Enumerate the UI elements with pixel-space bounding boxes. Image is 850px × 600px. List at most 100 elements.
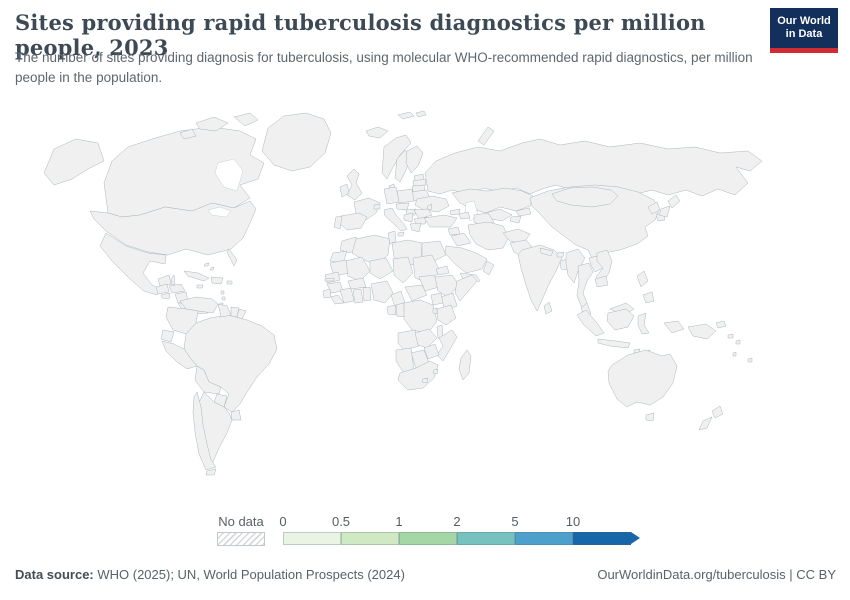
country-french-guiana[interactable]	[236, 308, 247, 320]
country-sierra-leone[interactable]	[322, 288, 332, 299]
country-kyrgyzstan[interactable]	[515, 207, 532, 217]
country-north-korea[interactable]	[647, 201, 661, 215]
country-angola[interactable]	[397, 329, 420, 351]
legend-bucket-1[interactable]	[341, 532, 399, 545]
country-nepal[interactable]	[539, 247, 554, 257]
country-poland[interactable]	[396, 188, 415, 204]
country-burkina-faso[interactable]	[347, 277, 367, 290]
country-canada-islands[interactable]	[233, 112, 259, 127]
country-bolivia[interactable]	[194, 365, 222, 395]
country-iceland[interactable]	[365, 126, 389, 139]
country-tierra-del-fuego[interactable]	[205, 468, 217, 476]
country-honduras[interactable]	[168, 283, 186, 294]
country-myanmar[interactable]	[565, 248, 586, 284]
country-united-kingdom[interactable]	[346, 168, 363, 201]
country-new-zealand-north[interactable]	[711, 405, 724, 419]
country-azerbaijan[interactable]	[458, 211, 471, 220]
country-guatemala[interactable]	[155, 283, 170, 295]
country-bahamas[interactable]	[209, 266, 215, 271]
country-japan[interactable]	[667, 194, 681, 209]
country-solomon-islands[interactable]	[727, 333, 734, 339]
country-tajikistan[interactable]	[509, 215, 522, 224]
country-mexico-yucatan[interactable]	[157, 274, 172, 287]
country-china[interactable]	[529, 184, 660, 259]
country-syria[interactable]	[447, 226, 461, 236]
country-mongolia[interactable]	[551, 186, 619, 208]
country-bahamas[interactable]	[203, 262, 210, 267]
country-spain[interactable]	[338, 212, 368, 231]
country-eritrea[interactable]	[435, 265, 450, 276]
country-saudi-arabia[interactable]	[444, 245, 488, 274]
country-ecuador[interactable]	[160, 329, 175, 343]
country-rwanda-burundi[interactable]	[432, 307, 438, 315]
country-switzerland[interactable]	[373, 203, 381, 210]
country-alaska[interactable]	[43, 138, 105, 186]
country-thailand[interactable]	[576, 262, 594, 309]
country-latvia[interactable]	[412, 178, 427, 187]
country-afghanistan[interactable]	[502, 228, 531, 245]
country-cambodia[interactable]	[594, 275, 609, 288]
country-mexico[interactable]	[99, 232, 167, 296]
country-madagascar[interactable]	[458, 349, 472, 381]
country-laos[interactable]	[588, 255, 604, 273]
country-cuba[interactable]	[183, 270, 210, 282]
country-austria-czechia[interactable]	[395, 202, 410, 211]
country-sri-lanka[interactable]	[543, 301, 553, 315]
country-zambia[interactable]	[414, 328, 438, 349]
country-india[interactable]	[517, 244, 563, 312]
country-solomon-islands[interactable]	[735, 339, 741, 345]
country-ethiopia[interactable]	[434, 274, 460, 298]
country-norway[interactable]	[381, 134, 412, 180]
country-uruguay[interactable]	[230, 409, 242, 421]
country-hungary[interactable]	[405, 208, 417, 216]
country-mozambique[interactable]	[436, 329, 458, 362]
country-gabon[interactable]	[386, 304, 397, 316]
country-cote-divoire[interactable]	[339, 287, 355, 304]
legend-bucket-4[interactable]	[515, 532, 573, 545]
owid-logo[interactable]: Our World in Data	[770, 8, 838, 53]
footer-link[interactable]: OurWorldinData.org/tuberculosis | CC BY	[597, 567, 836, 582]
country-jamaica[interactable]	[196, 284, 204, 289]
country-turkey[interactable]	[423, 214, 458, 228]
country-portugal[interactable]	[333, 215, 343, 230]
country-oman[interactable]	[482, 260, 495, 276]
country-greenland[interactable]	[261, 112, 332, 172]
country-iran[interactable]	[467, 221, 510, 251]
country-new-britain[interactable]	[715, 320, 727, 329]
country-lesotho[interactable]	[421, 377, 429, 384]
country-dr-congo[interactable]	[403, 299, 438, 334]
country-bhutan[interactable]	[556, 251, 565, 258]
country-canada-islands[interactable]	[179, 128, 197, 140]
legend-bucket-2[interactable]	[399, 532, 457, 545]
country-togo-benin[interactable]	[362, 286, 372, 302]
country-somalia[interactable]	[454, 274, 478, 302]
country-hispaniola[interactable]	[210, 276, 224, 285]
country-svalbard[interactable]	[397, 111, 415, 120]
country-nigeria[interactable]	[370, 280, 394, 304]
country-eswatini[interactable]	[432, 368, 439, 375]
country-new-zealand-south[interactable]	[698, 416, 713, 431]
country-finland[interactable]	[405, 145, 424, 174]
country-zimbabwe[interactable]	[423, 343, 440, 360]
country-uganda[interactable]	[430, 292, 444, 306]
country-fiji[interactable]	[747, 357, 753, 363]
country-mali[interactable]	[345, 256, 371, 282]
country-kazakhstan[interactable]	[451, 187, 534, 214]
legend-bucket-5[interactable]	[573, 532, 631, 545]
country-gambia[interactable]	[324, 277, 335, 282]
legend-gradient-bar[interactable]	[283, 532, 640, 545]
country-indonesia-java[interactable]	[597, 338, 631, 349]
country-puerto-rico[interactable]	[226, 280, 233, 285]
legend-bucket-3[interactable]	[457, 532, 515, 545]
country-canada-islands[interactable]	[195, 116, 229, 132]
country-chad[interactable]	[392, 256, 414, 284]
country-niger[interactable]	[369, 257, 394, 280]
country-tasmania[interactable]	[645, 412, 655, 422]
country-usa-florida[interactable]	[226, 248, 238, 267]
country-greece[interactable]	[409, 222, 422, 233]
country-chile[interactable]	[192, 391, 217, 471]
country-senegal[interactable]	[324, 271, 341, 284]
country-lesser-antilles[interactable]	[220, 290, 225, 295]
country-vanuatu[interactable]	[732, 351, 737, 357]
country-lesser-antilles[interactable]	[221, 296, 226, 301]
